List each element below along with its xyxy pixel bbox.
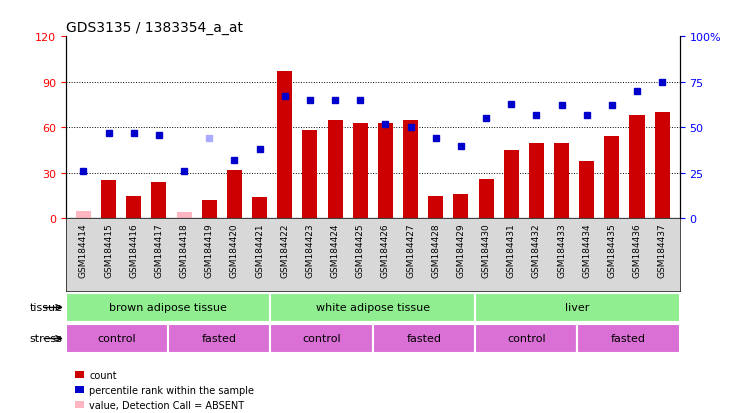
Bar [373, 324, 475, 353]
Bar [270, 324, 373, 353]
Text: liver: liver [565, 303, 590, 313]
Text: GSM184434: GSM184434 [582, 223, 591, 277]
Bar [168, 324, 270, 353]
Text: tissue: tissue [30, 303, 63, 313]
Bar [504, 151, 519, 219]
Bar [529, 143, 544, 219]
Text: GSM184422: GSM184422 [280, 223, 289, 277]
Text: GSM184430: GSM184430 [482, 223, 491, 277]
Text: GSM184414: GSM184414 [79, 223, 88, 277]
Text: GSM184420: GSM184420 [230, 223, 239, 277]
Bar [577, 324, 680, 353]
Bar [151, 183, 167, 219]
Bar [66, 324, 168, 353]
Bar [352, 123, 368, 219]
Text: GSM184419: GSM184419 [205, 223, 213, 277]
Bar [270, 293, 475, 322]
Bar [453, 195, 469, 219]
Text: GSM184435: GSM184435 [607, 223, 616, 277]
Bar [76, 211, 91, 219]
Bar [554, 143, 569, 219]
Bar [579, 161, 594, 219]
Bar [475, 293, 680, 322]
Bar [227, 171, 242, 219]
Bar [176, 213, 192, 219]
Text: fasted: fasted [202, 334, 237, 344]
Text: white adipose tissue: white adipose tissue [316, 303, 430, 313]
Bar [202, 201, 217, 219]
Bar [126, 196, 141, 219]
Bar [303, 131, 317, 219]
Bar [378, 123, 393, 219]
Text: control: control [507, 334, 545, 344]
Bar [475, 324, 577, 353]
Text: GSM184416: GSM184416 [129, 223, 138, 277]
Text: GSM184417: GSM184417 [154, 223, 164, 277]
Bar [479, 180, 493, 219]
Bar [66, 293, 270, 322]
Text: stress: stress [30, 334, 63, 344]
Text: fasted: fasted [611, 334, 646, 344]
Text: control: control [98, 334, 136, 344]
Bar [605, 137, 619, 219]
Text: GSM184415: GSM184415 [104, 223, 113, 277]
Text: fasted: fasted [406, 334, 442, 344]
Text: control: control [303, 334, 341, 344]
Bar [428, 196, 443, 219]
Bar [403, 121, 418, 219]
Bar [277, 72, 292, 219]
Text: GSM184436: GSM184436 [632, 223, 642, 277]
Text: GSM184421: GSM184421 [255, 223, 264, 277]
Bar [327, 121, 343, 219]
Text: brown adipose tissue: brown adipose tissue [109, 303, 227, 313]
Legend: count, percentile rank within the sample, value, Detection Call = ABSENT, rank, : count, percentile rank within the sample… [71, 366, 258, 413]
Text: GSM184428: GSM184428 [431, 223, 440, 277]
Bar [629, 116, 645, 219]
Text: GSM184425: GSM184425 [356, 223, 365, 277]
Text: GSM184427: GSM184427 [406, 223, 415, 277]
Text: GSM184424: GSM184424 [330, 223, 340, 277]
Text: GSM184437: GSM184437 [658, 223, 667, 277]
Text: GSM184433: GSM184433 [557, 223, 566, 277]
Bar [101, 181, 116, 219]
Text: GSM184426: GSM184426 [381, 223, 390, 277]
Text: GSM184429: GSM184429 [456, 223, 466, 277]
Text: GSM184431: GSM184431 [507, 223, 516, 277]
Text: GDS3135 / 1383354_a_at: GDS3135 / 1383354_a_at [66, 21, 243, 35]
Text: GSM184432: GSM184432 [532, 223, 541, 277]
Text: GSM184423: GSM184423 [306, 223, 314, 277]
Bar [252, 198, 267, 219]
Text: GSM184418: GSM184418 [180, 223, 189, 277]
Bar [655, 113, 670, 219]
